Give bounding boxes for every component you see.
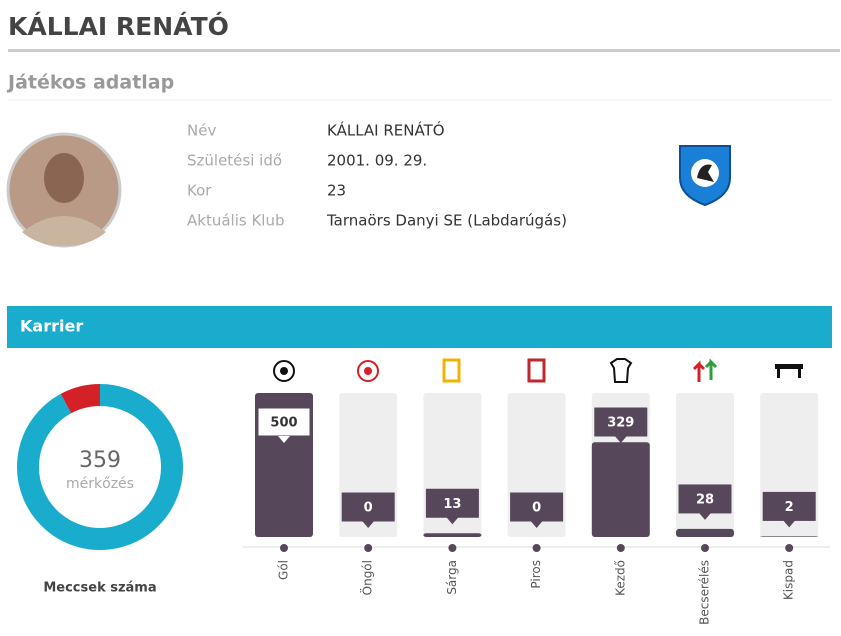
value-box xyxy=(762,491,816,521)
axis-dot xyxy=(364,544,373,552)
field-value: 23 xyxy=(327,182,346,200)
field-label: Kor xyxy=(187,182,212,200)
category-label: Becserélés xyxy=(698,560,712,625)
axis-dot xyxy=(616,544,625,552)
value-box xyxy=(594,407,648,437)
title-rule xyxy=(8,49,840,52)
value-label: 2 xyxy=(785,500,794,515)
bar xyxy=(760,536,819,537)
value-label: 500 xyxy=(270,416,297,431)
field-value: Tarnaörs Danyi SE (Labdarúgás) xyxy=(326,212,567,230)
value-label: 13 xyxy=(443,497,461,512)
category-label: Gól xyxy=(277,560,291,580)
category-label: Kezdő xyxy=(613,560,627,596)
category-label: Piros xyxy=(529,560,543,589)
avatar-body xyxy=(22,216,106,246)
page-title: KÁLLAI RENÁTÓ xyxy=(8,11,229,41)
value-pointer xyxy=(362,521,375,528)
value-pointer xyxy=(699,512,711,520)
field-label: Aktuális Klub xyxy=(187,212,284,230)
donut-segment xyxy=(60,384,101,414)
category-label: Öngól xyxy=(359,560,375,595)
axis-dot xyxy=(532,544,541,552)
value-pointer xyxy=(530,521,543,528)
icons xyxy=(273,358,803,383)
axis-dot xyxy=(448,544,457,552)
subtitle: Játékos adatlap xyxy=(6,72,174,94)
value-box xyxy=(425,488,479,518)
field-value: KÁLLAI RENÁTÓ xyxy=(327,121,445,140)
value-pointer xyxy=(614,436,627,443)
donut-segment xyxy=(17,384,183,550)
value-label: 28 xyxy=(696,492,714,507)
field-label: Név xyxy=(187,122,216,140)
axis-dot xyxy=(280,544,288,552)
value-pointer xyxy=(783,520,796,528)
value-box xyxy=(678,484,732,514)
club-logo xyxy=(679,145,731,207)
value-label: 0 xyxy=(532,501,541,516)
value-pointer xyxy=(278,436,290,443)
value-label: 0 xyxy=(364,501,373,516)
donut-label: mérkőzés xyxy=(66,476,134,492)
bar xyxy=(676,528,734,537)
axis-dot xyxy=(785,544,794,552)
bar xyxy=(591,442,650,537)
axis-dot xyxy=(701,544,709,552)
field-value: 2001. 09. 29. xyxy=(327,152,427,170)
category-label: Sárga xyxy=(445,560,459,595)
bar xyxy=(423,533,482,537)
section-title: Karrier xyxy=(20,317,83,336)
section-bar xyxy=(7,306,832,348)
value-label: 329 xyxy=(607,416,634,431)
donut-total: 359 xyxy=(79,448,121,473)
value-pointer xyxy=(446,517,459,525)
value-box xyxy=(510,492,564,522)
category-label: Kispad xyxy=(782,560,796,600)
avatar-face xyxy=(44,153,84,203)
field-label: Születési idő xyxy=(187,152,282,170)
donut-caption: Meccsek száma xyxy=(43,581,156,596)
